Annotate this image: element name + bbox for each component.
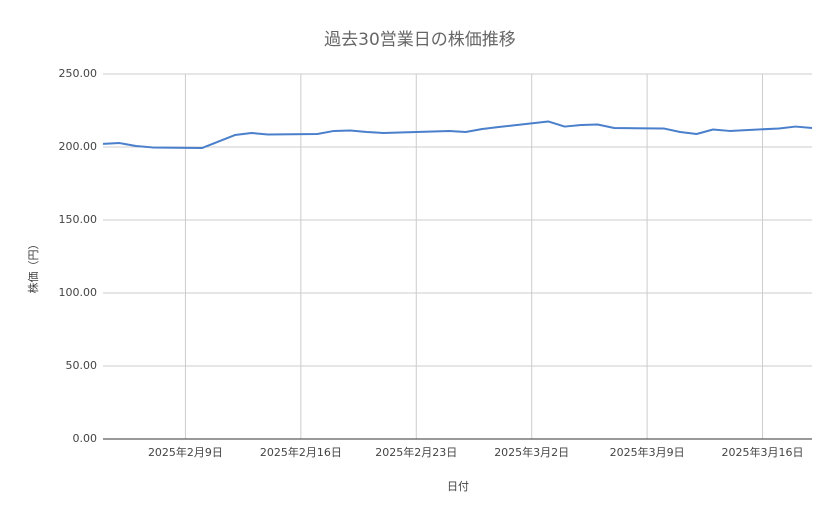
x-tick-label: 2025年2月9日 [148,445,223,459]
y-tick-label: 100.00 [59,286,98,299]
chart-title: 過去30営業日の株価推移 [324,30,516,50]
x-tick-label: 2025年2月23日 [375,445,457,459]
y-tick-label: 250.00 [59,67,98,80]
y-tick-label: 200.00 [59,140,98,153]
x-tick-label: 2025年2月16日 [260,445,342,459]
y-axis-title: 株価（円） [26,239,40,294]
y-tick-label: 0.00 [73,432,98,445]
x-tick-label: 2025年3月2日 [494,445,569,459]
data-line [102,120,813,150]
x-tick-label: 2025年3月16日 [722,445,804,459]
x-axis-title: 日付 [447,480,469,493]
y-tick-label: 50.00 [66,359,98,372]
y-tick-label: 150.00 [59,213,98,226]
x-tick-label: 2025年3月9日 [610,445,685,459]
